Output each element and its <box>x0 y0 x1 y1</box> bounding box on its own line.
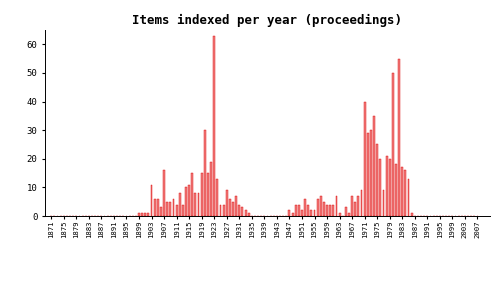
Bar <box>358 196 360 216</box>
Bar <box>332 205 334 216</box>
Bar <box>232 202 234 216</box>
Bar <box>304 199 306 216</box>
Bar <box>402 167 403 216</box>
Title: Items indexed per year (proceedings): Items indexed per year (proceedings) <box>132 14 402 27</box>
Bar <box>320 196 322 216</box>
Bar <box>314 210 316 216</box>
Bar <box>348 213 350 216</box>
Bar <box>244 210 246 216</box>
Bar <box>370 130 372 216</box>
Bar <box>188 184 190 216</box>
Bar <box>185 188 187 216</box>
Bar <box>351 196 353 216</box>
Bar <box>288 210 290 216</box>
Bar <box>329 205 331 216</box>
Bar <box>163 170 165 216</box>
Bar <box>141 213 143 216</box>
Bar <box>160 207 162 216</box>
Bar <box>398 58 400 216</box>
Bar <box>354 202 356 216</box>
Bar <box>226 190 228 216</box>
Bar <box>292 213 294 216</box>
Bar <box>182 205 184 216</box>
Bar <box>367 133 368 216</box>
Bar <box>198 193 200 216</box>
Bar <box>148 213 150 216</box>
Bar <box>194 193 196 216</box>
Bar <box>380 159 382 216</box>
Bar <box>192 173 193 216</box>
Bar <box>207 173 209 216</box>
Bar <box>216 179 218 216</box>
Bar <box>222 205 224 216</box>
Bar <box>157 199 159 216</box>
Bar <box>242 207 244 216</box>
Bar <box>210 162 212 216</box>
Bar <box>316 199 318 216</box>
Bar <box>408 179 410 216</box>
Bar <box>154 199 156 216</box>
Bar <box>144 213 146 216</box>
Bar <box>404 170 406 216</box>
Bar <box>295 205 296 216</box>
Bar <box>392 73 394 216</box>
Bar <box>310 210 312 216</box>
Bar <box>220 205 222 216</box>
Bar <box>176 205 178 216</box>
Bar <box>201 173 202 216</box>
Bar <box>326 205 328 216</box>
Bar <box>360 190 362 216</box>
Bar <box>172 199 174 216</box>
Bar <box>323 202 325 216</box>
Bar <box>373 116 375 216</box>
Bar <box>238 205 240 216</box>
Bar <box>336 196 338 216</box>
Bar <box>204 130 206 216</box>
Bar <box>386 156 388 216</box>
Bar <box>345 207 347 216</box>
Bar <box>364 101 366 216</box>
Bar <box>179 193 180 216</box>
Bar <box>248 213 250 216</box>
Bar <box>410 213 412 216</box>
Bar <box>389 159 390 216</box>
Bar <box>214 36 215 216</box>
Bar <box>235 196 237 216</box>
Bar <box>170 202 172 216</box>
Bar <box>395 164 397 216</box>
Bar <box>338 213 340 216</box>
Bar <box>150 184 152 216</box>
Bar <box>298 205 300 216</box>
Bar <box>166 202 168 216</box>
Bar <box>308 205 309 216</box>
Bar <box>229 199 231 216</box>
Bar <box>382 190 384 216</box>
Bar <box>376 145 378 216</box>
Bar <box>138 213 140 216</box>
Bar <box>301 210 303 216</box>
